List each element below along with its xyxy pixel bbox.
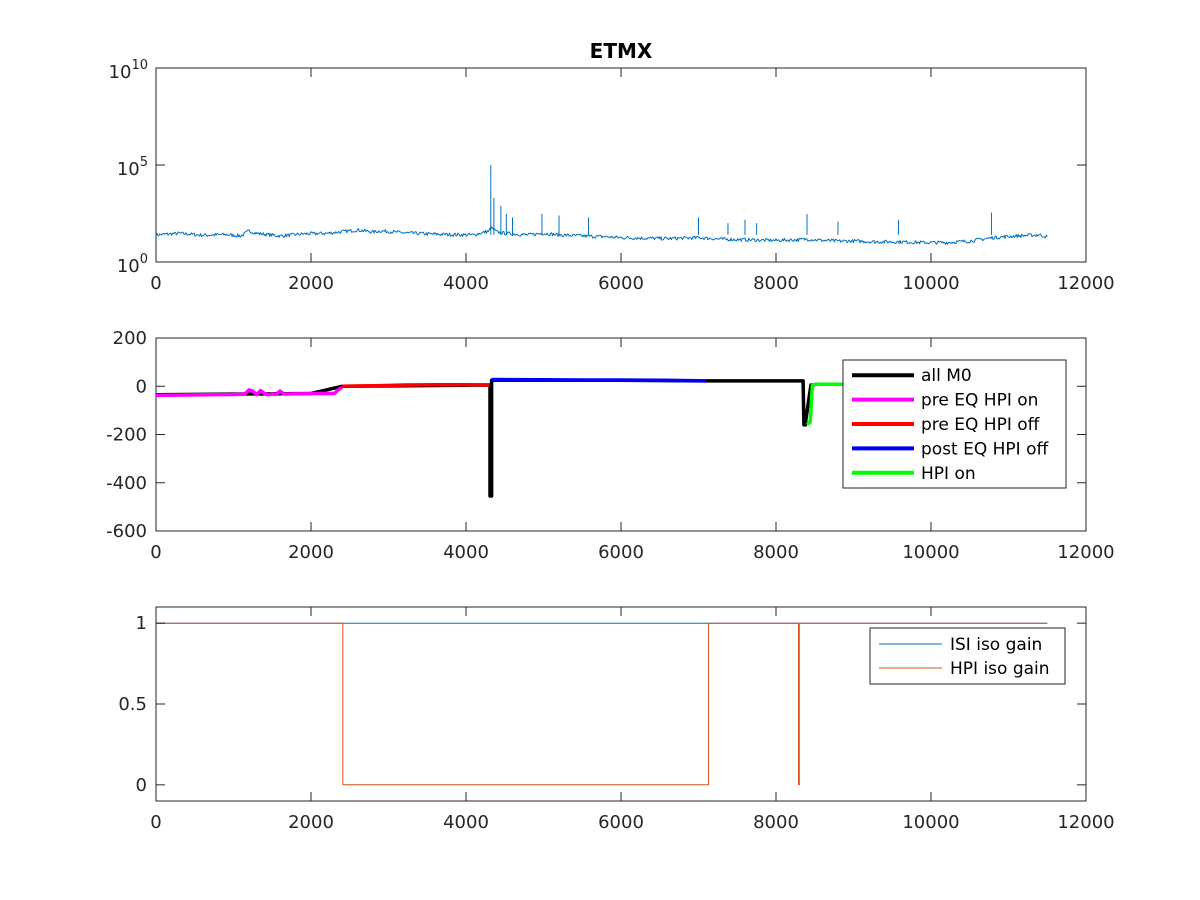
- y-tick-label: 100: [117, 252, 148, 277]
- y-tick-label: 105: [117, 155, 148, 180]
- axes-1-content: [155, 165, 1048, 245]
- axes-2-ticks: 0 2000 4000 6000 8000 10000 12000 -600 -400 -200 0…: [106, 328, 1114, 563]
- y-tick-exponent: 10: [131, 58, 148, 73]
- legend-3: ISI iso gain HPI iso gain: [869, 627, 1066, 685]
- y-tick-exponent: 5: [140, 155, 148, 170]
- subplot-2: 0 2000 4000 6000 8000 10000 12000 -600 -400 -200 0…: [106, 328, 1114, 563]
- x-tick-label: 12000: [1057, 273, 1114, 294]
- y-tick-label: 0.5: [118, 694, 147, 715]
- x-tick-label: 8000: [753, 542, 799, 563]
- legend-label: pre EQ HPI off: [921, 415, 1041, 435]
- series-line-1: [156, 622, 1048, 786]
- x-tick-label: 8000: [753, 812, 799, 833]
- chart-title: ETMX: [590, 39, 653, 63]
- series-line: [155, 225, 1048, 245]
- legend-label: post EQ HPI off: [921, 439, 1049, 459]
- x-tick-label: 10000: [902, 812, 959, 833]
- x-tick-label: 12000: [1057, 812, 1114, 833]
- subplot-3: 0 2000 4000 6000 8000 10000 12000 0 0.5 1 ISI iso…: [118, 606, 1115, 833]
- x-tick-label: 0: [150, 812, 161, 833]
- x-tick-label: 0: [150, 273, 161, 294]
- axes-3-content: [156, 622, 1048, 786]
- x-tick-label: 8000: [753, 273, 799, 294]
- y-tick-exponent: 0: [140, 252, 148, 267]
- x-tick-label: 10000: [902, 273, 959, 294]
- x-tick-label: 0: [150, 542, 161, 563]
- y-tick-base: 10: [117, 256, 140, 277]
- legend-2: all M0 pre EQ HPI on pre EQ HPI off post EQ…: [842, 359, 1067, 489]
- x-tick-label: 2000: [288, 542, 334, 563]
- y-tick-label: -200: [106, 425, 147, 446]
- series-line-4: [805, 382, 854, 426]
- x-tick-label: 2000: [288, 812, 334, 833]
- x-tick-label: 12000: [1057, 542, 1114, 563]
- y-tick-label: 0: [136, 775, 147, 796]
- series-line-3: [491, 377, 707, 383]
- x-tick-label: 2000: [288, 273, 334, 294]
- y-tick-base: 10: [109, 62, 132, 83]
- y-tick-label: 0: [136, 376, 147, 397]
- axes-3-ticks: 0 2000 4000 6000 8000 10000 12000 0 0.5 1: [118, 607, 1115, 833]
- legend-label: all M0: [921, 366, 972, 386]
- legend-label: HPI iso gain: [950, 659, 1050, 679]
- y-tick-label: -400: [106, 473, 147, 494]
- x-tick-label: 6000: [598, 273, 644, 294]
- series-line-1: [155, 386, 343, 398]
- x-tick-label: 10000: [902, 542, 959, 563]
- y-tick-label: 1010: [109, 58, 148, 83]
- x-tick-label: 4000: [443, 273, 489, 294]
- x-tick-label: 4000: [443, 812, 489, 833]
- subplot-1: ETMX 0 2000 4000 6000 8000 10000 1200010010510…: [109, 39, 1115, 294]
- legend-label: ISI iso gain: [950, 635, 1042, 655]
- x-tick-label: 6000: [598, 542, 644, 563]
- legend-label: HPI on: [921, 464, 976, 484]
- y-tick-base: 10: [117, 159, 140, 180]
- x-tick-label: 6000: [598, 812, 644, 833]
- y-tick-label: 1: [136, 613, 147, 634]
- y-tick-label: 200: [113, 328, 147, 349]
- x-tick-label: 4000: [443, 542, 489, 563]
- legend-label: pre EQ HPI on: [921, 391, 1038, 411]
- axes-1-frame: [155, 67, 1087, 263]
- legend-box: [869, 627, 1066, 685]
- axes-2-content: [155, 377, 854, 498]
- series-line-2: [341, 383, 490, 389]
- y-tick-label: -600: [106, 521, 147, 542]
